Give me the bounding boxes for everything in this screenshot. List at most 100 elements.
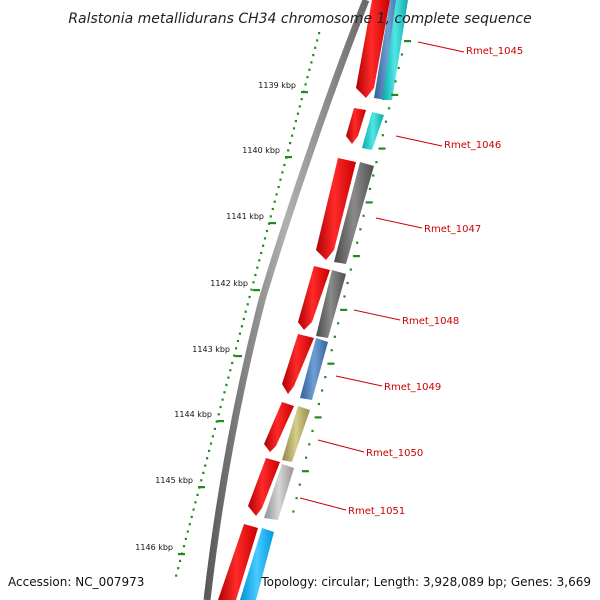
gc-dot bbox=[312, 54, 315, 57]
inner-tick bbox=[372, 174, 375, 177]
gc-dot bbox=[244, 310, 247, 313]
inner-tick bbox=[362, 214, 365, 217]
gc-dot bbox=[306, 76, 309, 79]
map-title: Ralstonia metallidurans CH34 chromosome … bbox=[68, 11, 531, 27]
kbp-label: 1146 kbp bbox=[135, 543, 173, 552]
gc-dot bbox=[175, 574, 178, 577]
kbp-tick bbox=[198, 486, 205, 489]
gc-dot bbox=[318, 32, 321, 35]
cog-block[interactable] bbox=[240, 528, 274, 600]
cds-arrow[interactable] bbox=[298, 266, 330, 330]
gc-dot bbox=[186, 530, 189, 533]
inner-tick bbox=[400, 53, 403, 56]
gc-dot bbox=[242, 317, 245, 321]
kbp-tick bbox=[301, 91, 308, 94]
gene-leader-line bbox=[417, 41, 465, 53]
gc-dot bbox=[179, 559, 182, 562]
gene-leader-line bbox=[317, 439, 365, 453]
cds-arrow[interactable] bbox=[346, 108, 366, 144]
gene-label[interactable]: Rmet_1046 bbox=[444, 140, 501, 151]
gc-dot bbox=[202, 471, 205, 474]
inner-tick bbox=[295, 497, 298, 500]
cog-block[interactable] bbox=[362, 112, 384, 150]
gc-dot bbox=[208, 449, 211, 452]
gene-label[interactable]: Rmet_1047 bbox=[424, 224, 481, 235]
gc-dot bbox=[204, 464, 207, 467]
gc-dot bbox=[194, 501, 197, 504]
gc-dot bbox=[238, 332, 241, 335]
gc-dot bbox=[267, 222, 270, 225]
inner-tick bbox=[391, 93, 399, 96]
inner-tick bbox=[343, 295, 346, 298]
kbp-tick bbox=[253, 289, 260, 292]
gene-label[interactable]: Rmet_1045 bbox=[466, 46, 523, 57]
gc-dot bbox=[296, 112, 299, 115]
gc-dot bbox=[196, 493, 199, 496]
kbp-label: 1142 kbp bbox=[210, 279, 248, 288]
genome-summary-label: Topology: circular; Length: 3,928,089 bp… bbox=[260, 575, 591, 589]
gc-dot bbox=[209, 442, 213, 445]
cog-block[interactable] bbox=[334, 162, 374, 264]
gc-dot bbox=[260, 251, 263, 255]
inner-tick bbox=[330, 349, 333, 352]
gc-dot bbox=[182, 545, 186, 548]
gc-dot bbox=[310, 61, 313, 64]
inner-tick bbox=[394, 80, 397, 83]
cds-arrow[interactable] bbox=[356, 0, 390, 98]
inner-tick bbox=[324, 376, 327, 379]
cds-arrow[interactable] bbox=[264, 402, 294, 452]
gc-dot bbox=[304, 83, 307, 86]
gc-dot bbox=[254, 273, 257, 277]
cds-arrow[interactable] bbox=[248, 458, 280, 516]
gc-dot bbox=[287, 149, 290, 152]
gene-labels: Rmet_1045 Rmet_1046 Rmet_1047 Rmet_1048 Rmet… bbox=[299, 41, 523, 517]
gene-label[interactable]: Rmet_1049 bbox=[384, 382, 441, 393]
inner-tick bbox=[384, 120, 387, 123]
cog-block[interactable] bbox=[300, 338, 328, 400]
gene-leader-line bbox=[395, 135, 443, 147]
gc-dot bbox=[277, 185, 280, 189]
gene-label[interactable]: Rmet_1050 bbox=[366, 448, 423, 459]
gene-leader-line bbox=[299, 497, 347, 511]
cog-block[interactable] bbox=[382, 0, 408, 100]
gc-dot bbox=[283, 163, 286, 167]
inner-tick bbox=[337, 322, 340, 325]
cog-block[interactable] bbox=[316, 270, 346, 338]
cds-arrow[interactable] bbox=[218, 524, 258, 600]
chromosome-backbone bbox=[203, 0, 370, 600]
gc-dot bbox=[219, 405, 222, 409]
inner-tick bbox=[368, 187, 372, 190]
gc-dot bbox=[262, 244, 265, 247]
gc-dot bbox=[250, 288, 253, 291]
kbp-tick bbox=[269, 222, 276, 225]
gc-dot bbox=[256, 266, 259, 269]
inner-tick bbox=[388, 107, 391, 110]
inner-tick bbox=[308, 443, 311, 446]
gc-dot bbox=[289, 142, 292, 145]
gc-dot bbox=[316, 39, 319, 42]
inner-tick bbox=[305, 456, 308, 459]
kbp-label: 1145 kbp bbox=[155, 476, 193, 485]
gene-label[interactable]: Rmet_1048 bbox=[402, 316, 459, 327]
gc-dot bbox=[223, 391, 226, 394]
gc-dot bbox=[279, 178, 282, 181]
gc-dot bbox=[206, 457, 209, 460]
cog-block[interactable] bbox=[282, 406, 310, 462]
inner-tick bbox=[349, 268, 352, 271]
cds-arrow[interactable] bbox=[316, 158, 356, 260]
kbp-scale: 1139 kbp 1140 kbp 1141 kbp 1142 kbp 1143 kbp… bbox=[135, 81, 308, 556]
kbp-label: 1140 kbp bbox=[242, 146, 280, 155]
gene-label[interactable]: Rmet_1051 bbox=[348, 506, 405, 517]
gc-dot bbox=[215, 420, 218, 423]
gc-dot bbox=[200, 479, 203, 482]
cog-block[interactable] bbox=[264, 464, 294, 520]
cds-arrow[interactable] bbox=[282, 334, 314, 394]
gc-dot bbox=[275, 193, 278, 196]
inner-tick bbox=[314, 416, 322, 419]
kbp-tick bbox=[285, 156, 292, 159]
gc-dot bbox=[252, 281, 255, 284]
inner-tick bbox=[346, 281, 349, 285]
gc-dot bbox=[308, 68, 311, 71]
inner-tick bbox=[317, 402, 320, 406]
inner-tick bbox=[378, 147, 386, 150]
